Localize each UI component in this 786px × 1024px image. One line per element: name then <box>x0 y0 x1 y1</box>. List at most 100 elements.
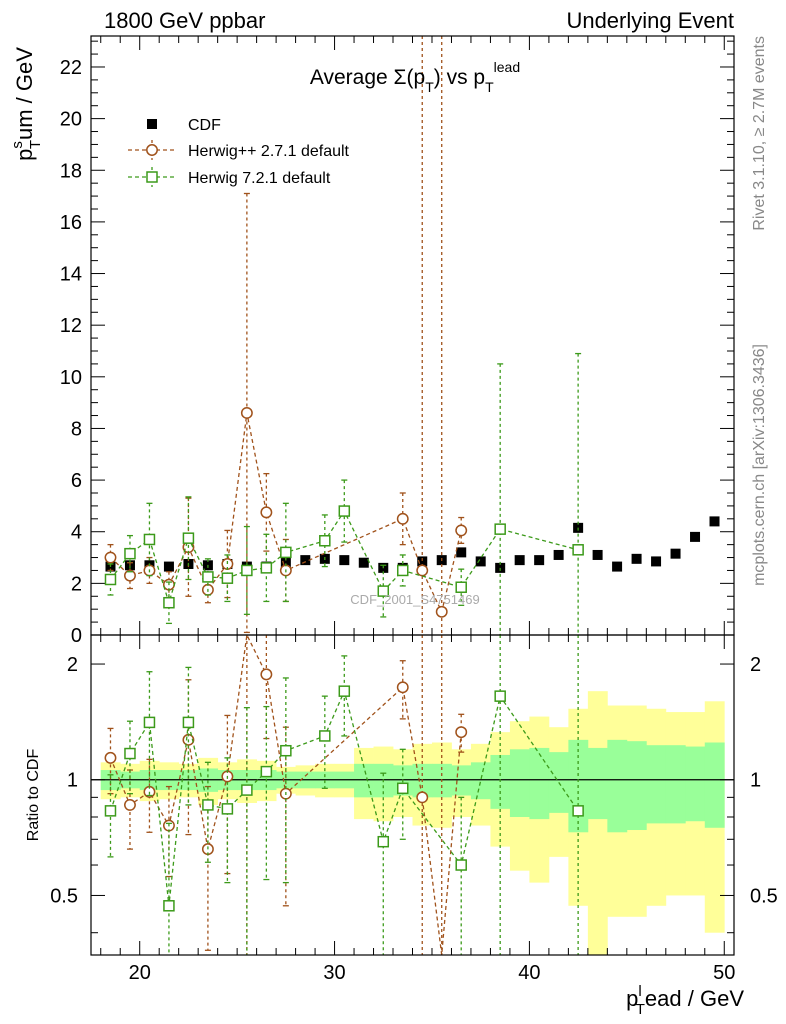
cdf-point <box>456 547 467 558</box>
cdf-series <box>105 516 720 573</box>
herwig7-point <box>455 581 467 593</box>
cdf-point <box>339 555 350 566</box>
herwig7-point <box>241 564 253 577</box>
herwig7-ratio-point <box>124 747 136 760</box>
ratio-plot-frame <box>90 634 735 956</box>
header-right: Underlying Event <box>566 8 734 33</box>
band-inner-bin <box>646 745 667 824</box>
cdf-point <box>417 556 428 567</box>
y-tick-label: 2 <box>71 573 82 595</box>
herwig7-point <box>143 533 156 546</box>
herwig7-ratio-point <box>221 803 234 815</box>
herwigpp-ratio-point <box>396 681 409 694</box>
header-left: 1800 GeV ppbar <box>104 8 265 33</box>
herwigpp-point <box>435 605 448 618</box>
herwigpp-series <box>104 36 468 635</box>
herwig7-ratio-point <box>260 765 273 778</box>
herwigpp-point <box>240 407 253 419</box>
herwig7-ratio-point <box>572 805 584 817</box>
band-inner-bin <box>665 745 686 824</box>
herwigpp-point <box>260 506 273 519</box>
herwig7-point <box>494 523 506 535</box>
band-inner-bin <box>704 742 725 828</box>
herwig7-ratio-point <box>143 716 156 729</box>
herwig7-point <box>377 585 390 597</box>
cdf-point <box>300 555 311 566</box>
legend: CDF Herwig++ 2.7.1 default Herwig 7.2.1 de… <box>128 117 350 187</box>
herwigpp-ratio-point <box>455 726 468 739</box>
legend-marker-circle <box>146 144 158 156</box>
herwig7-ratio-series <box>104 635 584 955</box>
legend-item: CDF <box>147 117 221 134</box>
herwig7-point <box>319 535 331 547</box>
cdf-point <box>612 561 623 572</box>
band-inner-bin <box>529 747 550 820</box>
herwig7-series <box>104 352 584 635</box>
cdf-point <box>280 557 291 568</box>
main-plot-area: 0 2 4 6 8 10 12 14 16 18 20 22 <box>60 36 734 647</box>
cdf-point <box>651 556 662 567</box>
herwig7-ratio-point <box>455 859 467 871</box>
y-tick-label: 14 <box>60 264 82 286</box>
mcplots-reference-text: mcplots.cern.ch [arXiv:1306.3436] <box>751 344 768 586</box>
herwig7-ratio-point <box>104 805 117 817</box>
cdf-point <box>670 548 681 559</box>
band-inner-bin <box>451 765 472 796</box>
y-tick-label: 16 <box>60 212 82 234</box>
cdf-point <box>631 553 642 564</box>
ratio-y-tick-label: 0.5 <box>50 885 78 907</box>
legend-marker-square <box>146 171 158 183</box>
herwig7-line <box>109 509 579 605</box>
band-inner-bin <box>685 746 706 822</box>
legend-label: CDF <box>188 117 221 134</box>
ratio-y-tick-label: 2 <box>67 654 78 676</box>
herwig7-ratio-point <box>163 900 175 912</box>
cdf-point <box>495 562 506 573</box>
herwig7-point <box>572 544 584 556</box>
herwig7-ratio-point <box>280 744 292 757</box>
cdf-point <box>690 531 701 542</box>
rivet-version-text: Rivet 3.1.10, ≥ 2.7M events <box>751 36 768 231</box>
x-axis-label: pl Tead / GeV <box>626 983 744 1018</box>
cdf-point <box>475 556 486 567</box>
herwig7-ratio-point <box>338 685 351 697</box>
herwigpp-ratio-point <box>124 798 136 811</box>
y-tick-label: 12 <box>60 315 82 337</box>
herwig7-point <box>182 532 195 544</box>
herwigpp-ratio-point <box>104 751 117 764</box>
herwig7-ratio-point <box>397 782 409 795</box>
herwig7-ratio-point <box>494 690 506 702</box>
herwig7-point <box>104 573 117 586</box>
band-inner-bin <box>470 762 491 800</box>
ratio-y-tick-label: 1 <box>67 770 78 792</box>
legend-item: Herwig 7.2.1 default <box>128 167 331 187</box>
cdf-point <box>358 557 369 568</box>
herwigpp-ratio-line <box>109 632 462 956</box>
band-inner-bin <box>509 749 530 817</box>
x-tick-label: 20 <box>129 962 151 984</box>
herwigpp-point <box>455 524 468 537</box>
cdf-point <box>534 555 545 566</box>
ratio-y-tick-label-right: 0.5 <box>750 885 778 907</box>
y-tick-label: 4 <box>71 522 82 544</box>
ratio-panel: 20 30 40 50 0.5 0.5 1 1 2 2 Ratio to CDF pl Tead /… <box>25 632 778 1018</box>
band-inner-bin <box>607 739 628 833</box>
herwig7-point <box>202 571 214 583</box>
herwig7-point <box>163 596 175 609</box>
main-panel: 0 2 4 6 8 10 12 14 16 18 20 22 CDF_2001_S4751469 Av… <box>9 35 735 647</box>
legend-marker-cdf <box>147 119 157 129</box>
herwig7-point <box>124 547 136 560</box>
herwig7-ratio-point <box>182 716 195 729</box>
y-tick-label: 8 <box>71 418 82 440</box>
y-tick-label: 20 <box>60 109 82 131</box>
x-tick-label: 40 <box>518 962 540 984</box>
herwigpp-point <box>124 569 136 582</box>
y-tick-label: 18 <box>60 160 82 182</box>
herwig7-ratio-point <box>241 784 253 796</box>
band-inner-bin <box>354 763 374 798</box>
herwigpp-point <box>416 564 429 577</box>
herwig7-ratio-point <box>202 799 214 811</box>
band-outer-bin <box>587 691 608 955</box>
cdf-point <box>592 549 603 560</box>
